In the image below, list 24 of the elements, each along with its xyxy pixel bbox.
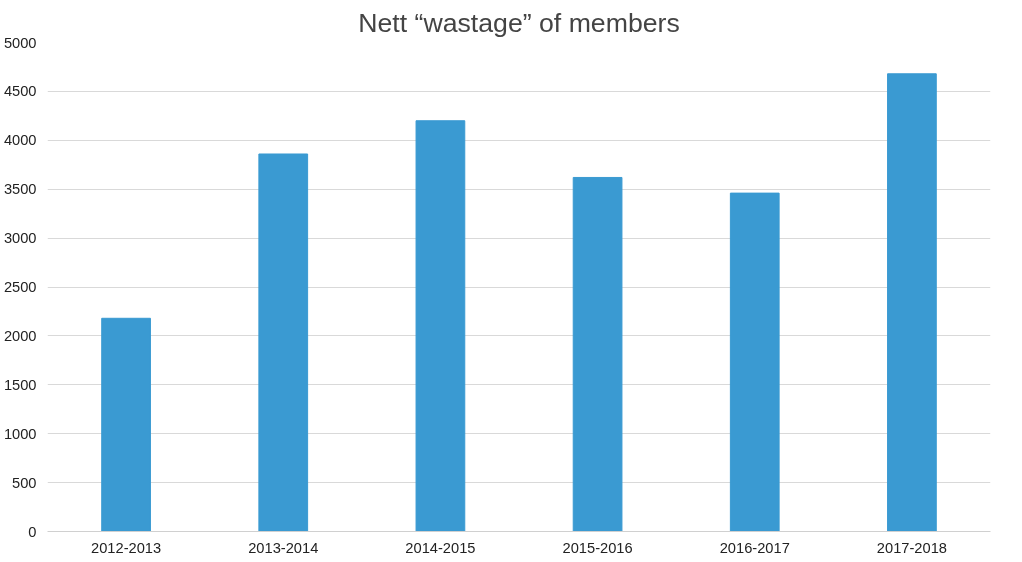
x-tick-label: 2017-2018 (876, 539, 947, 556)
y-tick-label: 1000 (3, 425, 37, 442)
x-tick-label: 2012-2013 (91, 539, 162, 556)
y-tick-label: 3500 (3, 181, 37, 198)
x-tick-label: 2014-2015 (405, 539, 476, 556)
chart-title: Nett “wastage” of members (358, 7, 680, 38)
x-tick-label: 2016-2017 (719, 539, 790, 556)
bar (572, 176, 623, 532)
y-tick-label: 500 (12, 474, 37, 491)
x-tick-label: 2013-2014 (248, 539, 319, 556)
bar (258, 153, 309, 532)
y-tick-label: 5000 (3, 34, 37, 51)
y-tick-label: 3000 (3, 230, 37, 247)
y-tick-label: 2500 (3, 279, 37, 295)
bar (729, 192, 780, 532)
bar (101, 317, 151, 532)
x-tick-label: 2015-2016 (562, 539, 633, 556)
bar (415, 120, 466, 532)
y-tick-label: 2000 (3, 327, 37, 344)
y-tick-label: 4000 (3, 132, 37, 149)
y-tick-label: 1500 (3, 376, 37, 393)
y-tick-label: 0 (28, 523, 37, 540)
bar (887, 73, 937, 532)
y-tick-label: 4500 (3, 83, 37, 100)
